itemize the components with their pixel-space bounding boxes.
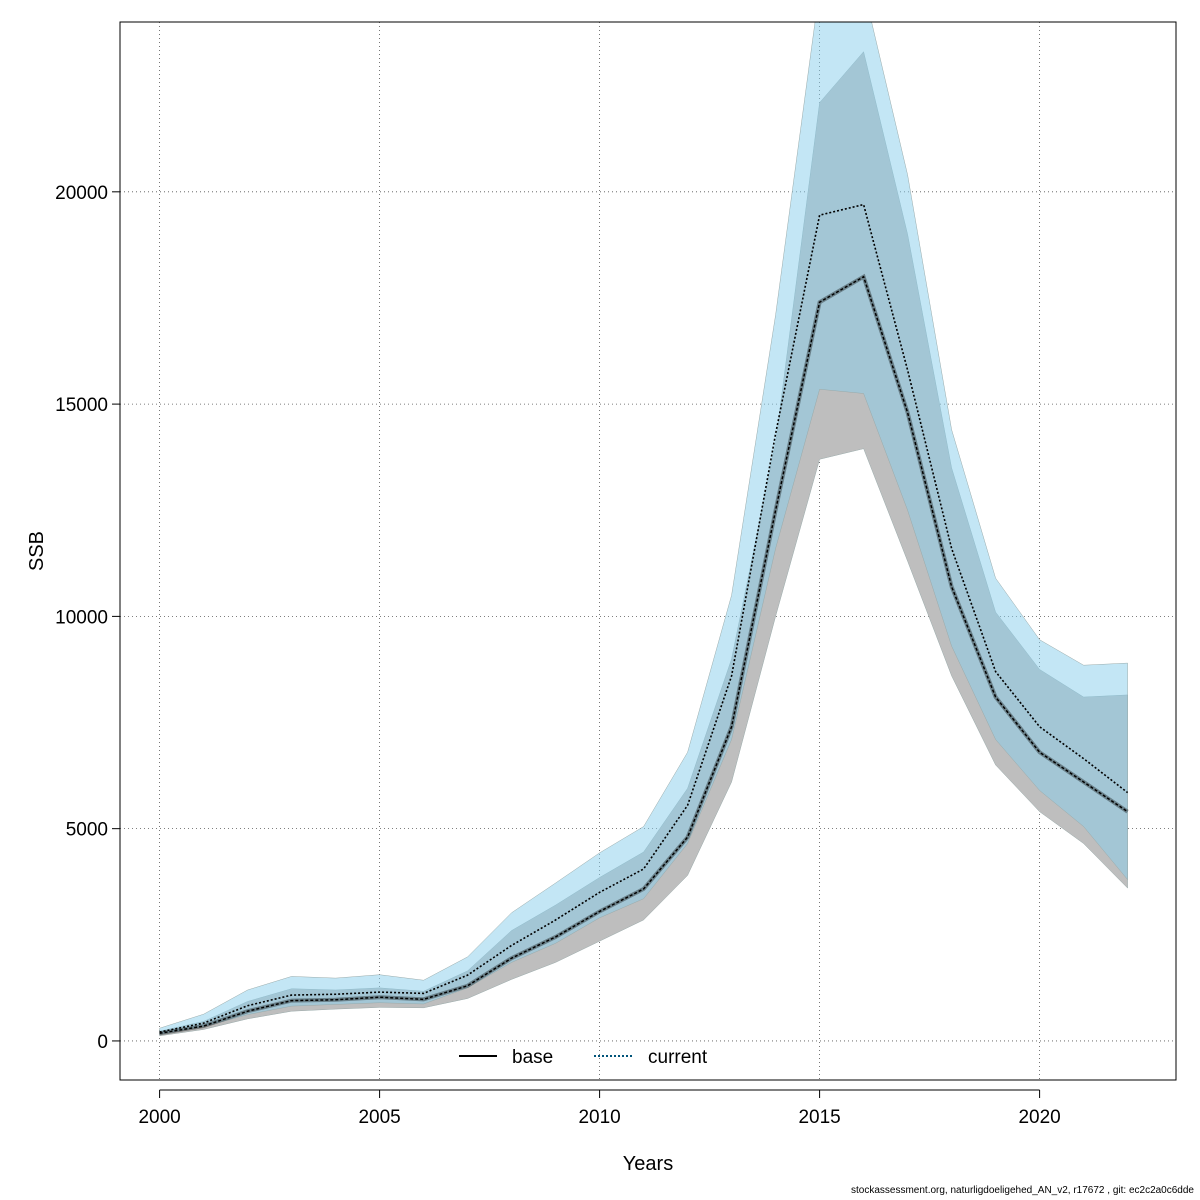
series-lines (159, 203, 1129, 1036)
y-tick-label: 5000 (66, 820, 108, 841)
y-tick-label: 20000 (55, 183, 108, 204)
x-tick-label: 2000 (138, 1107, 180, 1128)
x-tick-label: 2015 (798, 1107, 840, 1128)
footer-credit: stockassessment.org, naturligdoeligehed_… (851, 1185, 1194, 1196)
x-axis-title: Years (623, 1153, 673, 1175)
y-axis: 0 5000 10000 15000 20000 (55, 183, 121, 1053)
legend-label-current: current (648, 1047, 708, 1068)
confidence-bands (159, 22, 1128, 1037)
y-tick-label: 15000 (55, 395, 108, 416)
x-tick-label: 2005 (358, 1107, 400, 1128)
y-tick-label: 10000 (55, 607, 108, 628)
grid-lines (120, 22, 1176, 1080)
legend-label-base: base (512, 1047, 553, 1068)
line-base (159, 275, 1129, 1035)
line-current (159, 203, 1129, 1033)
x-axis: 2000 2005 2010 2015 2020 (138, 1089, 1061, 1128)
y-tick-label: 0 (97, 1032, 108, 1053)
y-axis-title: SSB (26, 531, 48, 571)
band-current (159, 22, 1128, 1035)
x-tick-label: 2020 (1018, 1107, 1060, 1128)
x-tick-label: 2010 (578, 1107, 620, 1128)
legend: base current (459, 1047, 708, 1068)
plot-frame (119, 21, 1177, 1081)
